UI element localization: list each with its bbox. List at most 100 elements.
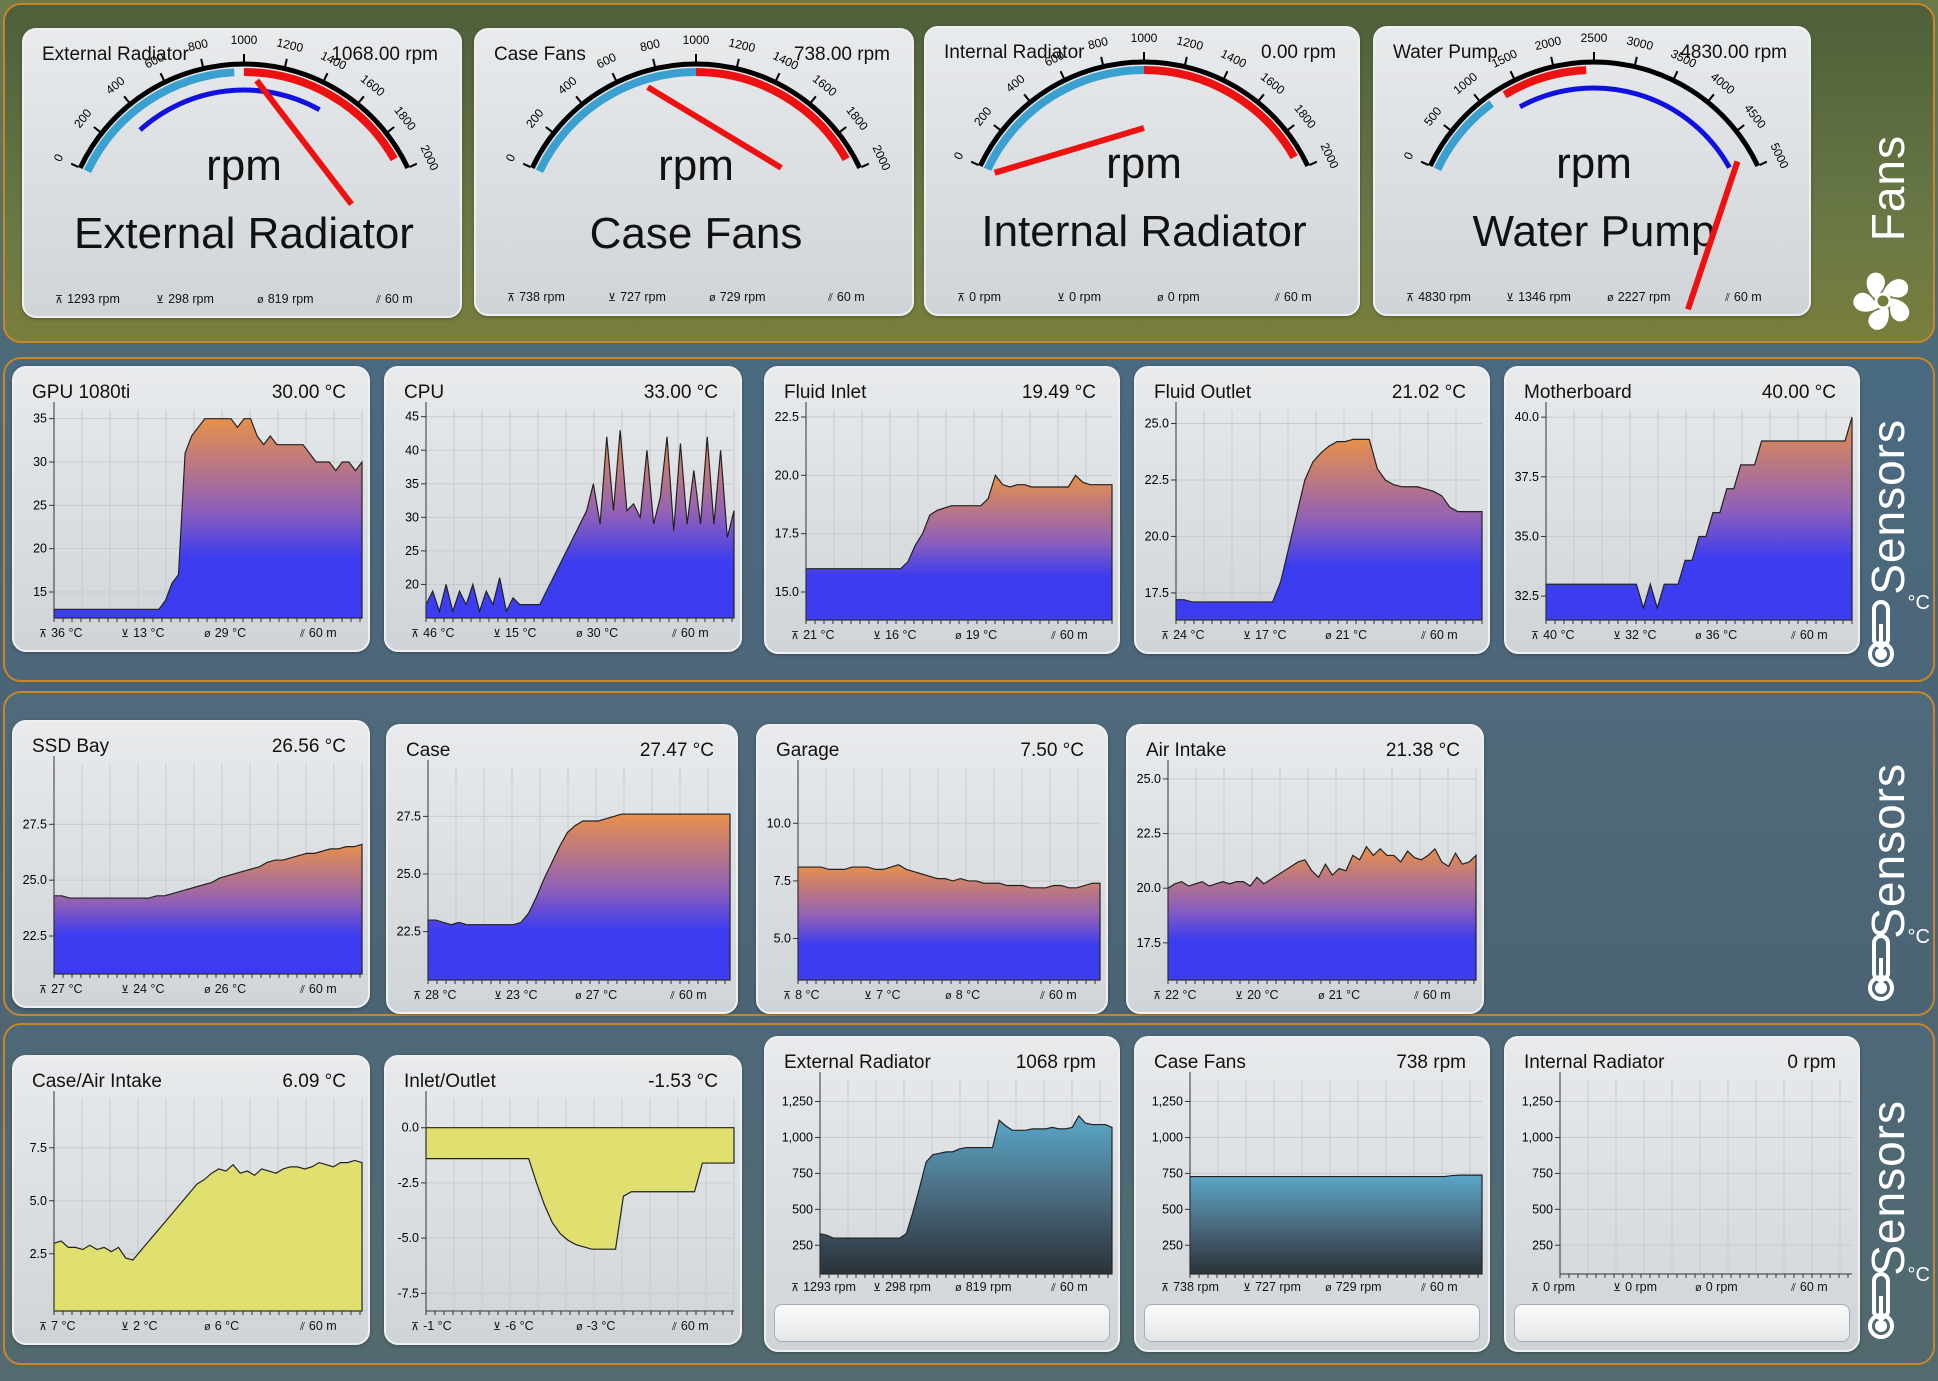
gauge-tick — [1258, 93, 1265, 102]
min-stat: ⊻ 727 rpm — [608, 290, 666, 304]
min-icon: ⊻ — [121, 628, 130, 640]
unit-label: °C — [1907, 1264, 1930, 1286]
sensor-name: Case — [406, 740, 451, 761]
y-tick-label: 1,000 — [1522, 1130, 1553, 1144]
sensor-chart: 22.5 20.0 17.5 15.0 — [775, 402, 1113, 624]
window-stat: ⫽ 60 m — [1275, 290, 1312, 304]
y-tick-label: 5.0 — [774, 932, 791, 946]
min-stat: ⊻ 24 °C — [121, 982, 165, 996]
y-tick-label: 25.0 — [397, 867, 421, 881]
gauge-needle — [1685, 160, 1741, 311]
min-stat: ⊻ 2 °C — [121, 1319, 158, 1333]
avg-stat: ø 729 rpm — [709, 290, 766, 304]
window-stat: ⫽ 60 m — [672, 626, 709, 640]
max-icon: ⊼ — [413, 990, 422, 1002]
window-icon: ⫽ — [1725, 292, 1730, 304]
avg-stat: ø 819 rpm — [955, 1280, 1012, 1294]
gauge-tick — [1509, 70, 1515, 79]
stats-row: ⊼ 27 °C ⊻ 24 °C ø 26 °C ⫽ 60 m — [14, 982, 368, 998]
action-bar[interactable] — [1514, 1304, 1850, 1342]
sensor-card: Inlet/Outlet -1.53 °C 0.0 -2.5 -5.0 -7.5 ⊼ -1 °… — [384, 1055, 742, 1345]
y-tick-label: 25 — [405, 544, 419, 558]
sensor-name: GPU 1080ti — [32, 382, 131, 403]
max-icon: ⊼ — [39, 1321, 48, 1333]
sensor-area — [53, 418, 363, 619]
max-stat: ⊼ 21 °C — [791, 628, 835, 642]
y-tick-label: 27.5 — [397, 809, 421, 823]
gauge-scale — [77, 61, 411, 170]
gauge-tick-label: 200 — [523, 106, 547, 131]
max-stat: ⊼ -1 °C — [411, 1319, 452, 1333]
y-tick-label: 1,000 — [1152, 1130, 1183, 1144]
y-tick-label: 22.5 — [23, 929, 47, 943]
gauge-tick — [545, 126, 553, 133]
min-icon: ⊻ — [156, 294, 165, 306]
min-stat: ⊻ 20 °C — [1235, 988, 1279, 1002]
y-tick-label: 40 — [405, 443, 419, 457]
gauge-tick-label: 200 — [971, 104, 995, 129]
avg-icon: ø — [1695, 1282, 1702, 1294]
sensor-card: Motherboard 40.00 °C 40.0 37.5 35.0 32.5 ⊼ 40 °… — [1504, 366, 1860, 654]
gauge-tick — [409, 162, 418, 168]
avg-icon: ø — [1318, 990, 1325, 1002]
y-tick-label: 250 — [1162, 1238, 1183, 1252]
gauge-tick — [1737, 124, 1745, 131]
avg-icon: ø — [576, 1321, 583, 1333]
gauge-red-band — [1143, 66, 1298, 160]
window-icon: ⫽ — [1421, 1282, 1426, 1294]
gauge-tick — [1673, 70, 1679, 79]
gauge-scale — [1427, 59, 1761, 168]
gauge-needle — [646, 84, 783, 171]
window-stat: ⫽ 60 m — [828, 290, 865, 304]
window-stat: ⫽ 60 m — [376, 292, 413, 306]
gauge-tick-label: 1600 — [358, 72, 388, 100]
gauge-name: Water Pump — [1393, 42, 1498, 63]
avg-icon: ø — [955, 1282, 962, 1294]
y-tick-label: 25.0 — [1137, 772, 1161, 786]
gauge-tick-label: 600 — [594, 50, 618, 71]
gauge-needle — [254, 78, 354, 207]
gauge-tick-label: 0 — [951, 149, 967, 161]
window-stat: ⫽ 60 m — [672, 1319, 709, 1333]
sensor-value: 26.56 °C — [271, 736, 346, 757]
gauge-tick — [1223, 70, 1229, 79]
gauge-tick-label: 3000 — [1625, 33, 1654, 53]
sensor-value: 7.50 °C — [1020, 740, 1084, 761]
gauge-unit: rpm — [206, 141, 282, 190]
gauge-range-mark — [1518, 85, 1732, 169]
y-tick-label: 35 — [33, 412, 47, 426]
avg-icon: ø — [204, 984, 211, 996]
sensor-card: Case Fans 738 rpm 1,250 1,000 750 500 250 ⊼ 738 … — [1134, 1036, 1490, 1352]
sensor-value: 21.38 °C — [1385, 740, 1460, 761]
y-tick-label: 750 — [1532, 1166, 1553, 1180]
gauge-tick-label: 3500 — [1669, 46, 1699, 70]
max-stat: ⊼ 36 °C — [39, 626, 83, 640]
sensor-chart: 1,250 1,000 750 500 250 — [1152, 1072, 1483, 1278]
gauge-tick — [993, 124, 1001, 131]
min-stat: ⊻ 23 °C — [494, 988, 538, 1002]
y-tick-label: 17.5 — [1145, 586, 1169, 600]
min-icon: ⊻ — [493, 1321, 502, 1333]
max-stat: ⊼ 0 rpm — [957, 290, 1002, 304]
y-tick-label: 500 — [1532, 1202, 1553, 1216]
max-stat: ⊼ 27 °C — [39, 982, 83, 996]
gauge-tick-label: 1400 — [319, 48, 349, 72]
gauge-tick-label: 2500 — [1581, 31, 1608, 45]
gauge-card: Internal Radiator 0.00 rpm 0 200 400 600 800 10… — [924, 26, 1360, 316]
avg-icon: ø — [945, 990, 952, 1002]
gauge-tick — [159, 72, 165, 81]
avg-icon: ø — [204, 628, 211, 640]
sensor-area — [425, 1127, 735, 1250]
avg-icon: ø — [1325, 630, 1332, 642]
sensor-chart: 40.0 37.5 35.0 32.5 — [1515, 402, 1853, 624]
gauge-needle — [993, 125, 1145, 176]
min-icon: ⊻ — [493, 628, 502, 640]
gauge-range-mark — [138, 87, 321, 132]
gauge-tick-label: 600 — [142, 50, 166, 71]
y-tick-label: 35.0 — [1515, 529, 1539, 543]
action-bar[interactable] — [1144, 1304, 1480, 1342]
action-bar[interactable] — [774, 1304, 1110, 1342]
y-tick-label: 10.0 — [767, 816, 791, 830]
max-icon: ⊼ — [1153, 990, 1162, 1002]
max-icon: ⊼ — [1531, 630, 1540, 642]
